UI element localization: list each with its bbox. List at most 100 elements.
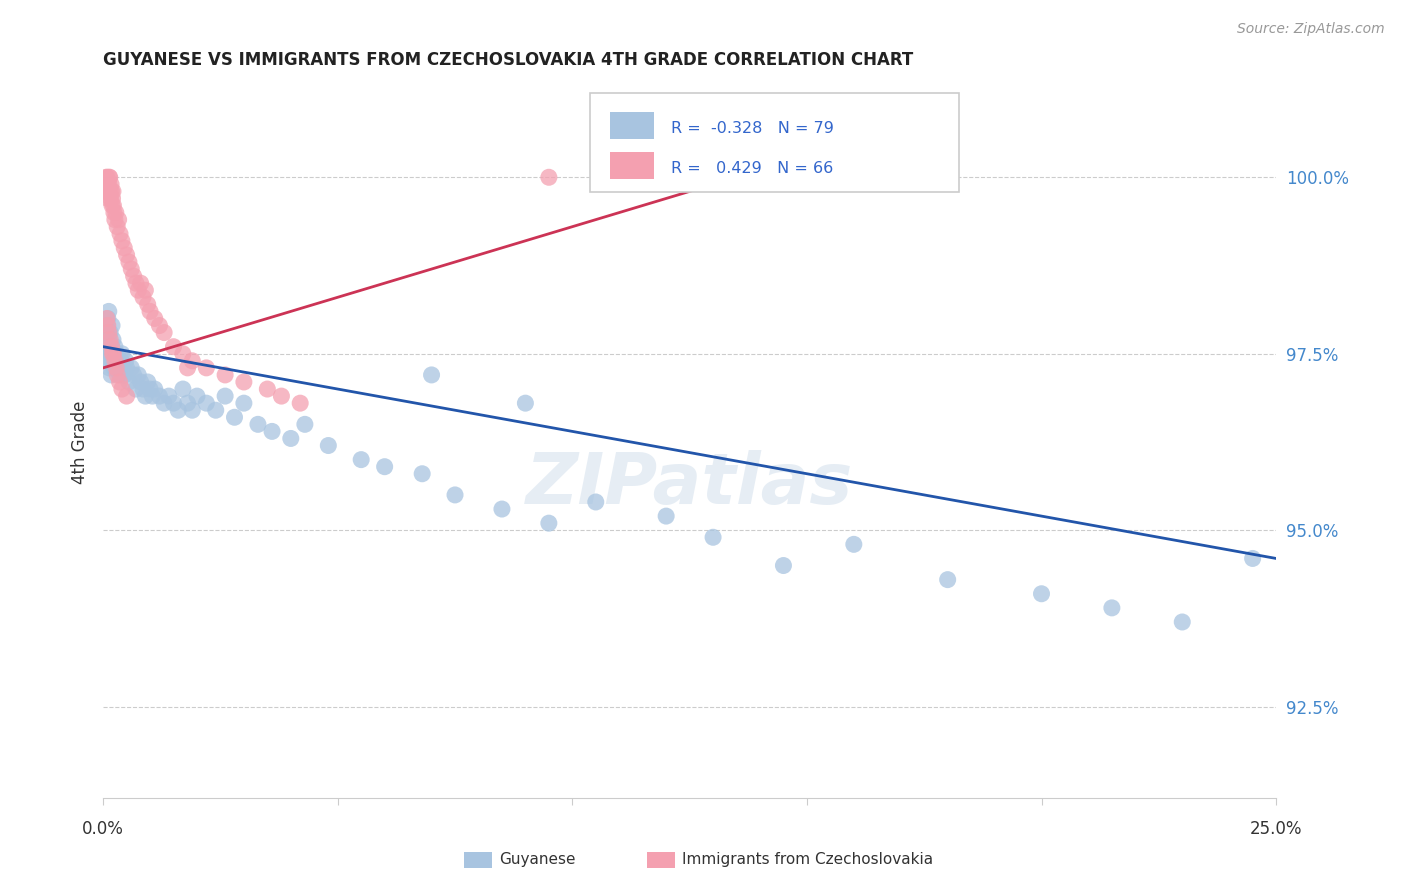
Point [97, 185, 120, 199]
Point [132, 290, 155, 304]
Point [97, 178, 120, 192]
Point [1031, 587, 1053, 601]
Point [1171, 615, 1194, 629]
Text: Guyanese: Guyanese [499, 853, 575, 867]
Point [515, 396, 537, 410]
Point [104, 353, 127, 368]
Point [100, 185, 122, 199]
Point [101, 353, 124, 368]
Point [104, 205, 127, 219]
Point [98, 185, 121, 199]
Point [842, 537, 865, 551]
Point [108, 368, 131, 382]
Point [122, 368, 145, 382]
Point [108, 375, 131, 389]
Point [101, 185, 124, 199]
Point [98, 170, 121, 185]
Point [107, 212, 129, 227]
Point [537, 170, 560, 185]
Point [134, 283, 156, 297]
Point [100, 347, 122, 361]
Point [94, 185, 117, 199]
Point [702, 530, 724, 544]
Point [96, 326, 118, 340]
Point [98, 326, 121, 340]
Point [112, 368, 135, 382]
Point [143, 311, 166, 326]
Point [143, 382, 166, 396]
Point [214, 368, 236, 382]
Point [129, 375, 152, 389]
FancyBboxPatch shape [591, 93, 959, 193]
Point [100, 368, 122, 382]
Point [195, 396, 218, 410]
Point [115, 360, 138, 375]
Point [100, 340, 122, 354]
Point [97, 326, 120, 340]
Point [97, 318, 120, 333]
Point [153, 326, 176, 340]
Point [101, 333, 124, 347]
Point [101, 347, 124, 361]
Point [105, 219, 128, 234]
Point [104, 353, 127, 368]
Point [96, 178, 118, 192]
Point [118, 375, 141, 389]
Point [114, 353, 136, 368]
Point [1241, 551, 1264, 566]
Point [104, 340, 127, 354]
Point [444, 488, 467, 502]
Point [772, 170, 794, 185]
Point [125, 382, 148, 396]
Point [374, 459, 396, 474]
Point [96, 170, 118, 185]
Point [141, 389, 163, 403]
Point [176, 360, 198, 375]
Point [181, 403, 204, 417]
Point [120, 360, 142, 375]
Point [139, 304, 162, 318]
Point [294, 417, 316, 432]
Point [148, 389, 170, 403]
Point [655, 509, 678, 524]
Point [136, 375, 159, 389]
Point [107, 360, 129, 375]
FancyBboxPatch shape [610, 152, 654, 179]
Point [290, 396, 312, 410]
Point [105, 347, 128, 361]
Point [122, 269, 145, 284]
Point [350, 452, 373, 467]
Point [585, 495, 607, 509]
Point [118, 255, 141, 269]
Point [98, 360, 121, 375]
Point [98, 170, 121, 185]
Point [537, 516, 560, 531]
Point [232, 375, 254, 389]
Point [260, 425, 283, 439]
Point [100, 178, 122, 192]
Point [96, 318, 118, 333]
Point [101, 198, 124, 212]
Point [97, 191, 120, 205]
Point [129, 276, 152, 290]
Point [411, 467, 433, 481]
Point [100, 340, 122, 354]
Point [100, 191, 122, 205]
Text: ZIPatlas: ZIPatlas [526, 450, 853, 519]
Point [110, 353, 132, 368]
Point [115, 248, 138, 262]
Text: Source: ZipAtlas.com: Source: ZipAtlas.com [1237, 22, 1385, 37]
Point [127, 368, 149, 382]
Point [1101, 600, 1123, 615]
Point [125, 276, 148, 290]
Point [98, 333, 121, 347]
Point [112, 241, 135, 255]
Point [94, 347, 117, 361]
Point [153, 396, 176, 410]
Point [224, 410, 246, 425]
Point [181, 353, 204, 368]
Text: R =   0.429   N = 66: R = 0.429 N = 66 [671, 161, 834, 176]
Text: 25.0%: 25.0% [1250, 820, 1302, 838]
Text: Immigrants from Czechoslovakia: Immigrants from Czechoslovakia [682, 853, 934, 867]
Point [101, 191, 124, 205]
